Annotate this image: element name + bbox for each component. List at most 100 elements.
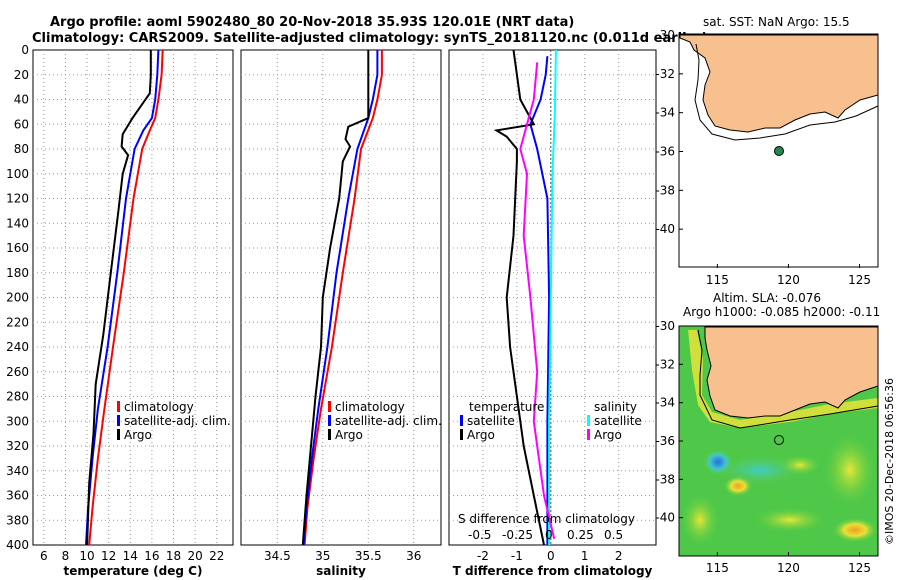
y-tick-label: 260 <box>6 365 29 379</box>
legend-mark-climatology <box>117 401 120 412</box>
credit-stamp: ©IMOS 20-Dec-2018 06:56:36 <box>883 378 896 545</box>
x-tick-label: 14 <box>123 549 138 563</box>
map-x-tick-label: 115 <box>706 273 729 287</box>
title-line-2: Climatology: CARS2009. Satellite-adjuste… <box>32 31 708 46</box>
x-axis-label: temperature (deg C) <box>64 564 203 578</box>
map-x-tick-label: 120 <box>777 561 800 575</box>
legend-label-s-argo: Argo <box>594 428 622 442</box>
y-tick-label: 40 <box>14 93 29 107</box>
x-tick-label: 18 <box>166 549 181 563</box>
map-y-tick-label: -36 <box>655 434 675 448</box>
x-tick-label: 0 <box>547 549 555 563</box>
legend-label-t-argo: Argo <box>467 428 495 442</box>
map-x-tick-label: 125 <box>848 561 871 575</box>
y-tick-label: 320 <box>6 439 29 453</box>
legend-label-t-satellite: satellite <box>467 414 515 428</box>
legend-mark-s-argo <box>587 429 590 440</box>
series-line-temperature-satellite <box>529 56 551 545</box>
title-line-1: Argo profile: aoml 5902480_80 20-Nov-201… <box>50 15 574 30</box>
legend-mark-t-satellite <box>460 415 463 426</box>
legend-label-s-satellite: satellite <box>594 414 642 428</box>
map-y-tick-label: -38 <box>655 472 675 486</box>
map-x-tick-label: 115 <box>706 561 729 575</box>
legend-label-climatology: climatology <box>124 400 194 414</box>
y-tick-label: 160 <box>6 241 29 255</box>
x-tick-label: 35.5 <box>355 549 382 563</box>
x-tick-label: -1 <box>511 549 523 563</box>
legend-label-argo: Argo <box>335 428 363 442</box>
x-tick-label: 6 <box>40 549 48 563</box>
legend-mark-climatology <box>328 401 331 412</box>
y-tick-label: 220 <box>6 315 29 329</box>
legend-mark-satellite <box>117 415 120 426</box>
y-tick-label: 240 <box>6 340 29 354</box>
sla-map-title-2: Argo h1000: -0.085 h2000: -0.11 <box>683 305 880 319</box>
sla-map-title-1: Altim. SLA: -0.076 <box>713 291 821 305</box>
s-difference-axis-label: S difference from climatology <box>458 512 635 526</box>
map-y-tick-label: -34 <box>655 396 675 410</box>
map-y-tick-label: -30 <box>655 319 675 333</box>
map-y-tick-label: -30 <box>655 28 675 42</box>
x-axis-label: T difference from climatology <box>453 564 653 578</box>
legend-mark-argo <box>117 429 120 440</box>
legend-heading-salinity: salinity <box>594 400 637 414</box>
y-tick-label: 380 <box>6 513 29 527</box>
y-tick-label: 280 <box>6 390 29 404</box>
salinity-panel: 34.5 35 35.5 36 salinity <box>240 49 442 578</box>
sla-anomaly <box>833 518 877 542</box>
series-line-climatology <box>88 49 164 546</box>
salinity-legend: climatology satellite-adj. clim. Argo <box>328 400 442 442</box>
argo-location-marker <box>774 146 784 156</box>
s-tick: 0.5 <box>604 528 623 542</box>
y-tick-label: 180 <box>6 266 29 280</box>
series-line-salinity-argo <box>519 62 556 540</box>
sst-map: sat. SST: NaN Argo: 15.5 115 120 125 -30 -32… <box>655 15 879 287</box>
difference-legend: temperature satellite Argo salinity sate… <box>460 400 642 442</box>
sla-anomaly <box>755 508 825 532</box>
s-tick: 0 <box>545 528 553 542</box>
plot-frame <box>448 49 657 546</box>
x-tick-label: 35 <box>315 549 330 563</box>
x-tick-label: 20 <box>188 549 203 563</box>
y-tick-label: 200 <box>6 291 29 305</box>
shelf-contour <box>697 329 879 429</box>
y-tick-label: 100 <box>6 167 29 181</box>
x-axis-label: salinity <box>316 564 366 578</box>
legend-mark-t-argo <box>460 429 463 440</box>
series-line-satellite-adj-clim- <box>302 50 379 546</box>
y-tick-label: 360 <box>6 489 29 503</box>
map-x-tick-label: 120 <box>777 273 800 287</box>
s-difference-ticks: -0.5 -0.25 0 0.25 0.5 <box>468 528 623 542</box>
x-tick-label: 10 <box>79 549 94 563</box>
map-y-tick-label: -34 <box>655 106 675 120</box>
difference-panel: -2 -1 0 1 2T difference from climatology <box>448 49 657 578</box>
s-tick: 0.25 <box>567 528 594 542</box>
sla-anomaly <box>724 476 752 496</box>
y-tick-label: 60 <box>14 117 29 131</box>
series-line-argo <box>301 50 370 546</box>
s-tick: -0.5 <box>468 528 491 542</box>
y-tick-label: 0 <box>21 43 29 57</box>
sla-anomaly <box>704 450 732 474</box>
y-tick-label: 400 <box>6 538 29 552</box>
legend-label-satellite: satellite-adj. clim. <box>124 414 231 428</box>
map-y-tick-label: -40 <box>655 222 675 236</box>
x-tick-label: 12 <box>101 549 116 563</box>
legend-label-climatology: climatology <box>335 400 405 414</box>
x-tick-label: 16 <box>144 549 159 563</box>
sla-anomaly <box>825 435 875 505</box>
y-tick-label: 300 <box>6 414 29 428</box>
x-tick-label: 1 <box>581 549 589 563</box>
s-tick: -0.25 <box>502 528 533 542</box>
land-mass <box>704 326 879 419</box>
y-tick-label: 20 <box>14 68 29 82</box>
sla-map: Altim. SLA: -0.076 Argo h1000: -0.085 h2… <box>655 291 880 575</box>
y-tick-label: 80 <box>14 142 29 156</box>
shelf-contour <box>694 43 879 141</box>
legend-mark-satellite <box>328 415 331 426</box>
legend-label-argo: Argo <box>124 428 152 442</box>
x-tick-label: 22 <box>209 549 224 563</box>
legend-mark-s-satellite <box>587 415 590 426</box>
x-tick-label: 8 <box>62 549 70 563</box>
